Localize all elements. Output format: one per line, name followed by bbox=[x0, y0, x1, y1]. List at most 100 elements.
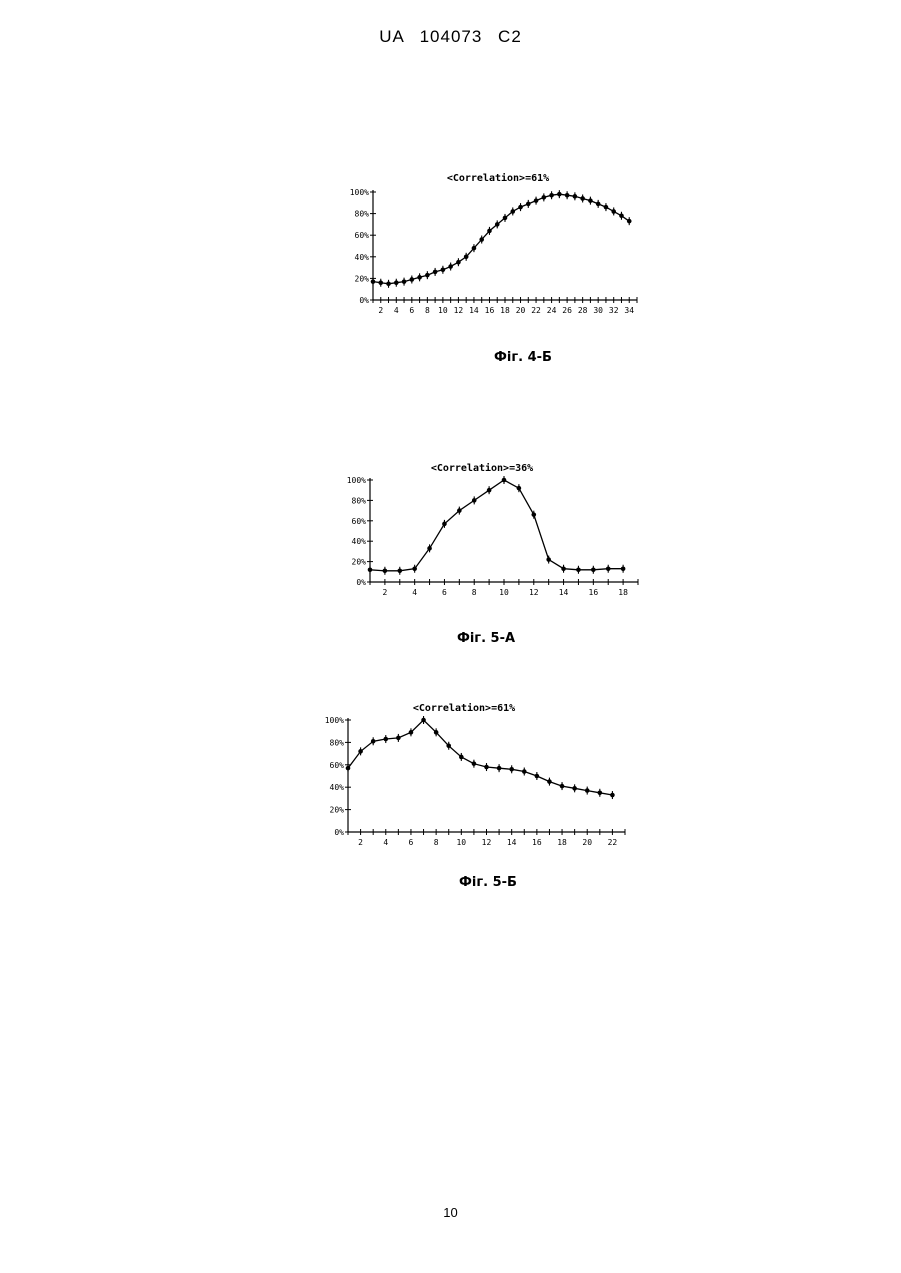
data-point bbox=[517, 486, 522, 491]
data-point bbox=[371, 279, 376, 284]
data-point bbox=[560, 784, 565, 789]
y-tick-label: 40% bbox=[355, 253, 370, 262]
data-point bbox=[526, 202, 531, 207]
y-tick-label: 60% bbox=[330, 761, 345, 770]
data-point bbox=[619, 213, 624, 218]
data-point bbox=[410, 277, 415, 282]
chart-title: <Correlation>=36% bbox=[431, 462, 533, 474]
caption-fig-5a: Фіг. 5-А bbox=[386, 631, 586, 646]
y-tick-label: 80% bbox=[355, 210, 370, 219]
y-tick-label: 20% bbox=[355, 274, 370, 283]
chart-title: <Correlation>=61% bbox=[447, 172, 549, 184]
data-point bbox=[402, 279, 407, 284]
data-point bbox=[479, 237, 484, 242]
data-point bbox=[573, 194, 578, 199]
data-point bbox=[546, 557, 551, 562]
page-number: 10 bbox=[0, 1205, 901, 1220]
data-point bbox=[621, 566, 626, 571]
data-point bbox=[542, 195, 547, 200]
y-tick-label: 100% bbox=[350, 188, 369, 197]
data-point bbox=[433, 270, 438, 275]
caption-fig-5b: Фіг. 5-Б bbox=[388, 875, 588, 890]
x-tick-label: 14 bbox=[559, 588, 569, 597]
x-tick-label: 34 bbox=[624, 306, 634, 315]
data-point bbox=[472, 761, 477, 766]
data-point bbox=[442, 522, 447, 527]
data-point bbox=[412, 566, 417, 571]
y-tick-label: 100% bbox=[325, 716, 344, 725]
data-point bbox=[487, 488, 492, 493]
data-point bbox=[557, 192, 562, 197]
x-tick-label: 20 bbox=[516, 306, 526, 315]
chart-title: <Correlation>=61% bbox=[413, 702, 515, 714]
x-tick-label: 14 bbox=[507, 838, 517, 847]
x-tick-label: 10 bbox=[438, 306, 448, 315]
y-tick-label: 0% bbox=[334, 828, 344, 837]
x-tick-label: 14 bbox=[469, 306, 479, 315]
y-tick-label: 80% bbox=[330, 738, 345, 747]
x-tick-label: 18 bbox=[500, 306, 510, 315]
x-tick-label: 10 bbox=[456, 838, 466, 847]
data-point bbox=[497, 766, 502, 771]
data-point bbox=[446, 743, 451, 748]
data-point bbox=[464, 255, 469, 260]
y-tick-label: 40% bbox=[352, 537, 367, 546]
x-tick-label: 8 bbox=[434, 838, 439, 847]
x-tick-label: 16 bbox=[589, 588, 599, 597]
data-point bbox=[495, 222, 500, 227]
data-point bbox=[459, 755, 464, 760]
data-point bbox=[472, 498, 477, 503]
data-point bbox=[576, 567, 581, 572]
x-tick-label: 24 bbox=[547, 306, 557, 315]
data-point bbox=[611, 209, 616, 214]
data-point bbox=[457, 508, 462, 513]
y-tick-label: 60% bbox=[355, 231, 370, 240]
y-tick-label: 20% bbox=[330, 806, 345, 815]
x-tick-label: 4 bbox=[412, 588, 417, 597]
x-tick-label: 18 bbox=[618, 588, 628, 597]
data-point bbox=[531, 512, 536, 517]
data-point bbox=[561, 566, 566, 571]
x-tick-label: 8 bbox=[472, 588, 477, 597]
data-point bbox=[606, 566, 611, 571]
x-tick-label: 22 bbox=[531, 306, 541, 315]
data-point bbox=[502, 478, 507, 483]
x-tick-label: 32 bbox=[609, 306, 619, 315]
data-point bbox=[396, 736, 401, 741]
data-point bbox=[472, 246, 477, 251]
data-point bbox=[588, 198, 593, 203]
x-tick-label: 4 bbox=[394, 306, 399, 315]
data-point bbox=[368, 567, 373, 572]
x-tick-label: 6 bbox=[442, 588, 447, 597]
data-point bbox=[441, 267, 446, 272]
data-point bbox=[487, 229, 492, 234]
data-point bbox=[448, 264, 453, 269]
data-point bbox=[394, 280, 399, 285]
data-point bbox=[358, 749, 363, 754]
data-point bbox=[596, 202, 601, 207]
data-point bbox=[386, 282, 391, 287]
series-line bbox=[370, 480, 623, 571]
data-point bbox=[371, 739, 376, 744]
data-point bbox=[535, 774, 540, 779]
data-point bbox=[421, 718, 426, 723]
data-point bbox=[456, 260, 461, 265]
data-point bbox=[434, 730, 439, 735]
x-tick-label: 2 bbox=[382, 588, 387, 597]
x-tick-label: 8 bbox=[425, 306, 430, 315]
x-tick-label: 6 bbox=[409, 838, 414, 847]
x-tick-label: 12 bbox=[482, 838, 492, 847]
data-point bbox=[509, 767, 514, 772]
data-point bbox=[627, 219, 632, 224]
data-point bbox=[598, 791, 603, 796]
data-point bbox=[427, 546, 432, 551]
data-point bbox=[522, 769, 527, 774]
x-tick-label: 16 bbox=[532, 838, 542, 847]
caption-fig-4b: Фіг. 4-Б bbox=[423, 350, 623, 365]
patent-header: UA 104073 C2 bbox=[0, 27, 901, 47]
x-tick-label: 2 bbox=[358, 838, 363, 847]
chart-fig-4b: <Correlation>=61%0%20%40%60%80%100%24681… bbox=[335, 165, 645, 325]
y-tick-label: 0% bbox=[356, 578, 366, 587]
data-point bbox=[378, 280, 383, 285]
data-point bbox=[510, 209, 515, 214]
